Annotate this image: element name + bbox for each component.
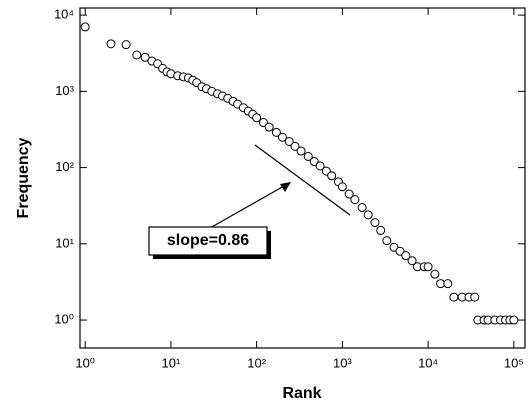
point <box>290 141 300 151</box>
arrow-head <box>280 182 291 192</box>
point <box>277 132 287 142</box>
annotation-box <box>148 226 268 256</box>
point <box>258 118 268 128</box>
plot-frame <box>79 7 526 349</box>
arrow-shaft <box>209 185 285 229</box>
y-tick-label: 10² <box>55 159 74 174</box>
x-axis-label: Rank <box>282 385 321 402</box>
point <box>271 127 281 137</box>
point <box>370 218 380 228</box>
point <box>284 136 294 146</box>
x-tick-label: 10² <box>247 355 266 370</box>
x-tick-label: 10³ <box>333 355 352 370</box>
x-tick-label: 10⁰ <box>75 355 95 370</box>
y-axis-label: Frequency <box>15 137 32 218</box>
point <box>423 262 433 272</box>
point <box>132 50 142 60</box>
x-tick-label: 10¹ <box>162 355 181 370</box>
point <box>509 315 519 325</box>
point <box>376 225 386 235</box>
point <box>327 171 337 181</box>
point <box>401 251 411 261</box>
point <box>296 146 306 156</box>
point <box>264 122 274 132</box>
point <box>337 182 347 192</box>
x-tick-label: 10⁵ <box>504 355 524 370</box>
y-tick-label: 10³ <box>55 83 74 98</box>
point <box>309 157 319 167</box>
y-tick-label: 10¹ <box>55 235 74 250</box>
point <box>395 246 405 256</box>
point <box>344 189 354 199</box>
point <box>470 292 480 302</box>
x-tick-label: 10⁴ <box>418 355 438 370</box>
point <box>106 39 116 49</box>
point <box>357 202 367 212</box>
point <box>363 210 373 220</box>
point <box>315 161 325 171</box>
point <box>449 292 459 302</box>
y-tick-label: 10⁴ <box>54 7 74 22</box>
point <box>121 40 131 50</box>
y-tick-label: 10⁰ <box>54 311 74 326</box>
point <box>443 279 453 289</box>
annotation: slope=0.86 <box>167 232 249 249</box>
slope-line <box>254 144 351 216</box>
point <box>430 269 440 279</box>
point <box>382 236 392 246</box>
point <box>252 113 262 123</box>
point <box>407 256 417 266</box>
point <box>303 151 313 161</box>
point <box>350 195 360 205</box>
point <box>80 22 90 32</box>
point <box>140 52 150 62</box>
